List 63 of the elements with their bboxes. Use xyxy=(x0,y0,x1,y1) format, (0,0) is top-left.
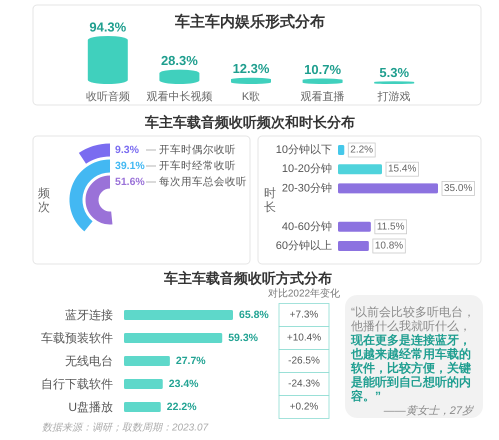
source-note: 数据来源：调研；取数周期：2023.07 xyxy=(42,422,209,434)
x-tick-label: 打游戏 xyxy=(376,90,411,103)
bar xyxy=(338,222,371,232)
x-tick-label: K歌 xyxy=(242,91,260,103)
bar xyxy=(124,310,233,320)
y-tick-label: 无线电台 xyxy=(65,354,113,368)
data-label: 12.3% xyxy=(232,61,270,76)
data-label: 39.1% xyxy=(115,160,146,172)
y-tick-label: 10分钟以下 xyxy=(276,143,332,156)
data-label: 10.7% xyxy=(304,62,342,78)
data-label: 11.5% xyxy=(376,221,405,232)
y-tick-label: 20-30分钟 xyxy=(282,182,332,194)
y-tick-label: 60分钟以上 xyxy=(276,239,332,252)
y-tick-label: 10-20分钟 xyxy=(282,163,332,176)
category-label: 开车时经常收听 xyxy=(159,159,236,172)
bar xyxy=(124,333,222,343)
data-label: 9.3% xyxy=(115,144,140,156)
bar xyxy=(124,379,163,389)
bar xyxy=(338,145,344,155)
data-label: 2.2% xyxy=(350,144,374,156)
data-label: 27.7% xyxy=(176,355,206,367)
bar xyxy=(124,356,170,366)
x-tick-label: 观看直播 xyxy=(300,90,345,103)
text: 频次 xyxy=(38,186,50,214)
text: “以前会比较多听电台，他播什么我就听什么， xyxy=(351,305,475,333)
data-label: 22.2% xyxy=(166,401,198,413)
text: 对比2022年变化 xyxy=(268,288,340,300)
bar xyxy=(338,183,438,194)
text: +0.2% xyxy=(290,402,318,412)
data-label: 23.4% xyxy=(168,378,200,390)
data-label: 35.0% xyxy=(444,182,472,194)
x-tick-label: 收听音频 xyxy=(86,90,130,103)
bar xyxy=(338,164,382,174)
data-label: 5.3% xyxy=(379,64,410,80)
text: ——黄女士，27岁 xyxy=(382,404,474,417)
data-label: 10.8% xyxy=(374,240,404,252)
text: +10.4% xyxy=(286,332,322,344)
data-label: 94.3% xyxy=(89,20,127,34)
bar xyxy=(124,402,161,412)
text: +7.3% xyxy=(290,310,318,320)
data-label: 65.8% xyxy=(239,309,270,321)
chart-title: 车主车载音频收听方式分布 xyxy=(163,270,332,286)
data-label: 51.6% xyxy=(115,176,146,188)
x-tick-label: 观看中长视频 xyxy=(146,90,212,103)
category-label: 开车时偶尔收听 xyxy=(159,143,236,156)
text: 现在更多是连接蓝牙，也越来越经常用车载的软件，比较方便，关键是能听到自己想听的内容。” xyxy=(350,333,471,403)
y-axis-title: 时长 xyxy=(264,186,276,214)
category-label: 每次用车总会收听 xyxy=(159,175,247,188)
bar xyxy=(302,78,343,84)
bar xyxy=(88,36,128,84)
data-label: 15.4% xyxy=(388,164,416,175)
text: -26.5% xyxy=(288,356,320,366)
y-tick-label: U盘播放 xyxy=(68,400,113,414)
y-tick-label: 蓝牙连接 xyxy=(65,308,113,322)
data-label: 59.3% xyxy=(228,332,259,344)
y-tick-label: 40-60分钟 xyxy=(282,220,332,233)
data-label: 28.3% xyxy=(160,53,198,68)
text: 车主车载音频收听频次和时长分布 xyxy=(144,114,355,130)
bar xyxy=(338,241,369,251)
y-tick-label: 自行下载软件 xyxy=(41,377,113,391)
text: -24.3% xyxy=(288,378,320,390)
y-tick-label: 车载预装软件 xyxy=(41,331,113,345)
chart-title: 车主车内娱乐形式分布 xyxy=(174,12,325,30)
